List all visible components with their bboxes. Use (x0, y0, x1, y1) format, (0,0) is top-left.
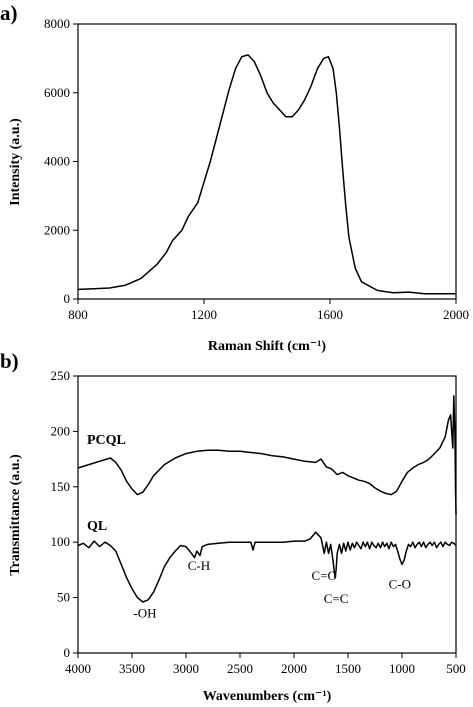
ftir-y-axis-title: Transmittance (a.u.) (8, 454, 23, 576)
ql-spectrum-line (77, 531, 457, 603)
series-label-pcql: PCQL (87, 433, 126, 448)
ftir-y-ticks: 0 50 100 150 200 250 (51, 368, 78, 660)
raman-y-tick-label: 6000 (44, 85, 70, 100)
ftir-x-tick-label: 1000 (389, 661, 415, 676)
raman-x-tick-label: 2000 (443, 307, 469, 322)
ftir-x-tick-label: 3500 (119, 661, 145, 676)
raman-x-tick-label: 800 (68, 307, 88, 322)
raman-x-tick-label: 1600 (317, 307, 343, 322)
ftir-y-tick-label: 100 (51, 534, 71, 549)
raman-y-tick-label: 0 (64, 291, 71, 306)
ftir-x-tick-label: 2500 (227, 661, 253, 676)
ftir-y-tick-label: 150 (51, 479, 71, 494)
peak-annotations: -OH C-H C=O C=C C-O (133, 558, 411, 621)
raman-x-ticks: 800 1200 1600 2000 (68, 299, 469, 322)
raman-x-tick-label: 1200 (191, 307, 217, 322)
ftir-y-tick-label: 0 (64, 645, 71, 660)
ftir-x-tick-label: 2000 (281, 661, 307, 676)
peak-label: C=O (312, 568, 337, 583)
raman-plot-frame (77, 23, 457, 300)
raman-y-axis-title: Intensity (a.u.) (8, 118, 23, 206)
raman-x-axis-title: Raman Shift (cm⁻¹) (208, 339, 326, 354)
ftir-x-tick-label: 500 (446, 661, 466, 676)
raman-y-tick-label: 4000 (44, 154, 70, 169)
ftir-chart: b) 0 50 100 150 200 250 4000 3500 3000 2500 2000 1… (0, 349, 466, 704)
raman-y-tick-label: 8000 (44, 16, 70, 31)
pcql-spectrum-line (77, 395, 457, 515)
series-label-ql: QL (87, 519, 107, 534)
peak-label: -OH (133, 606, 156, 621)
panel-label-b: b) (0, 349, 19, 373)
raman-spectrum-line (77, 54, 456, 295)
ftir-x-tick-label: 3000 (173, 661, 199, 676)
ftir-y-tick-label: 200 (51, 423, 71, 438)
peak-label: C-H (188, 558, 210, 573)
ftir-x-tick-label: 1500 (335, 661, 361, 676)
raman-chart: a) 0 2000 4000 6000 8000 800 1200 1600 2000 Ram… (0, 1, 469, 354)
ftir-y-tick-label: 50 (57, 590, 70, 605)
peak-label: C=C (324, 591, 349, 606)
ftir-x-tick-label: 4000 (65, 661, 91, 676)
peak-label: C-O (389, 577, 411, 592)
raman-y-tick-label: 2000 (44, 222, 70, 237)
ftir-x-axis-title: Wavenumbers (cm⁻¹) (203, 689, 332, 704)
raman-y-ticks: 0 2000 4000 6000 8000 (44, 16, 78, 306)
ftir-x-ticks: 4000 3500 3000 2500 2000 1500 1000 500 (65, 653, 466, 676)
panel-label-a: a) (0, 1, 18, 25)
ftir-y-tick-label: 250 (51, 368, 71, 383)
